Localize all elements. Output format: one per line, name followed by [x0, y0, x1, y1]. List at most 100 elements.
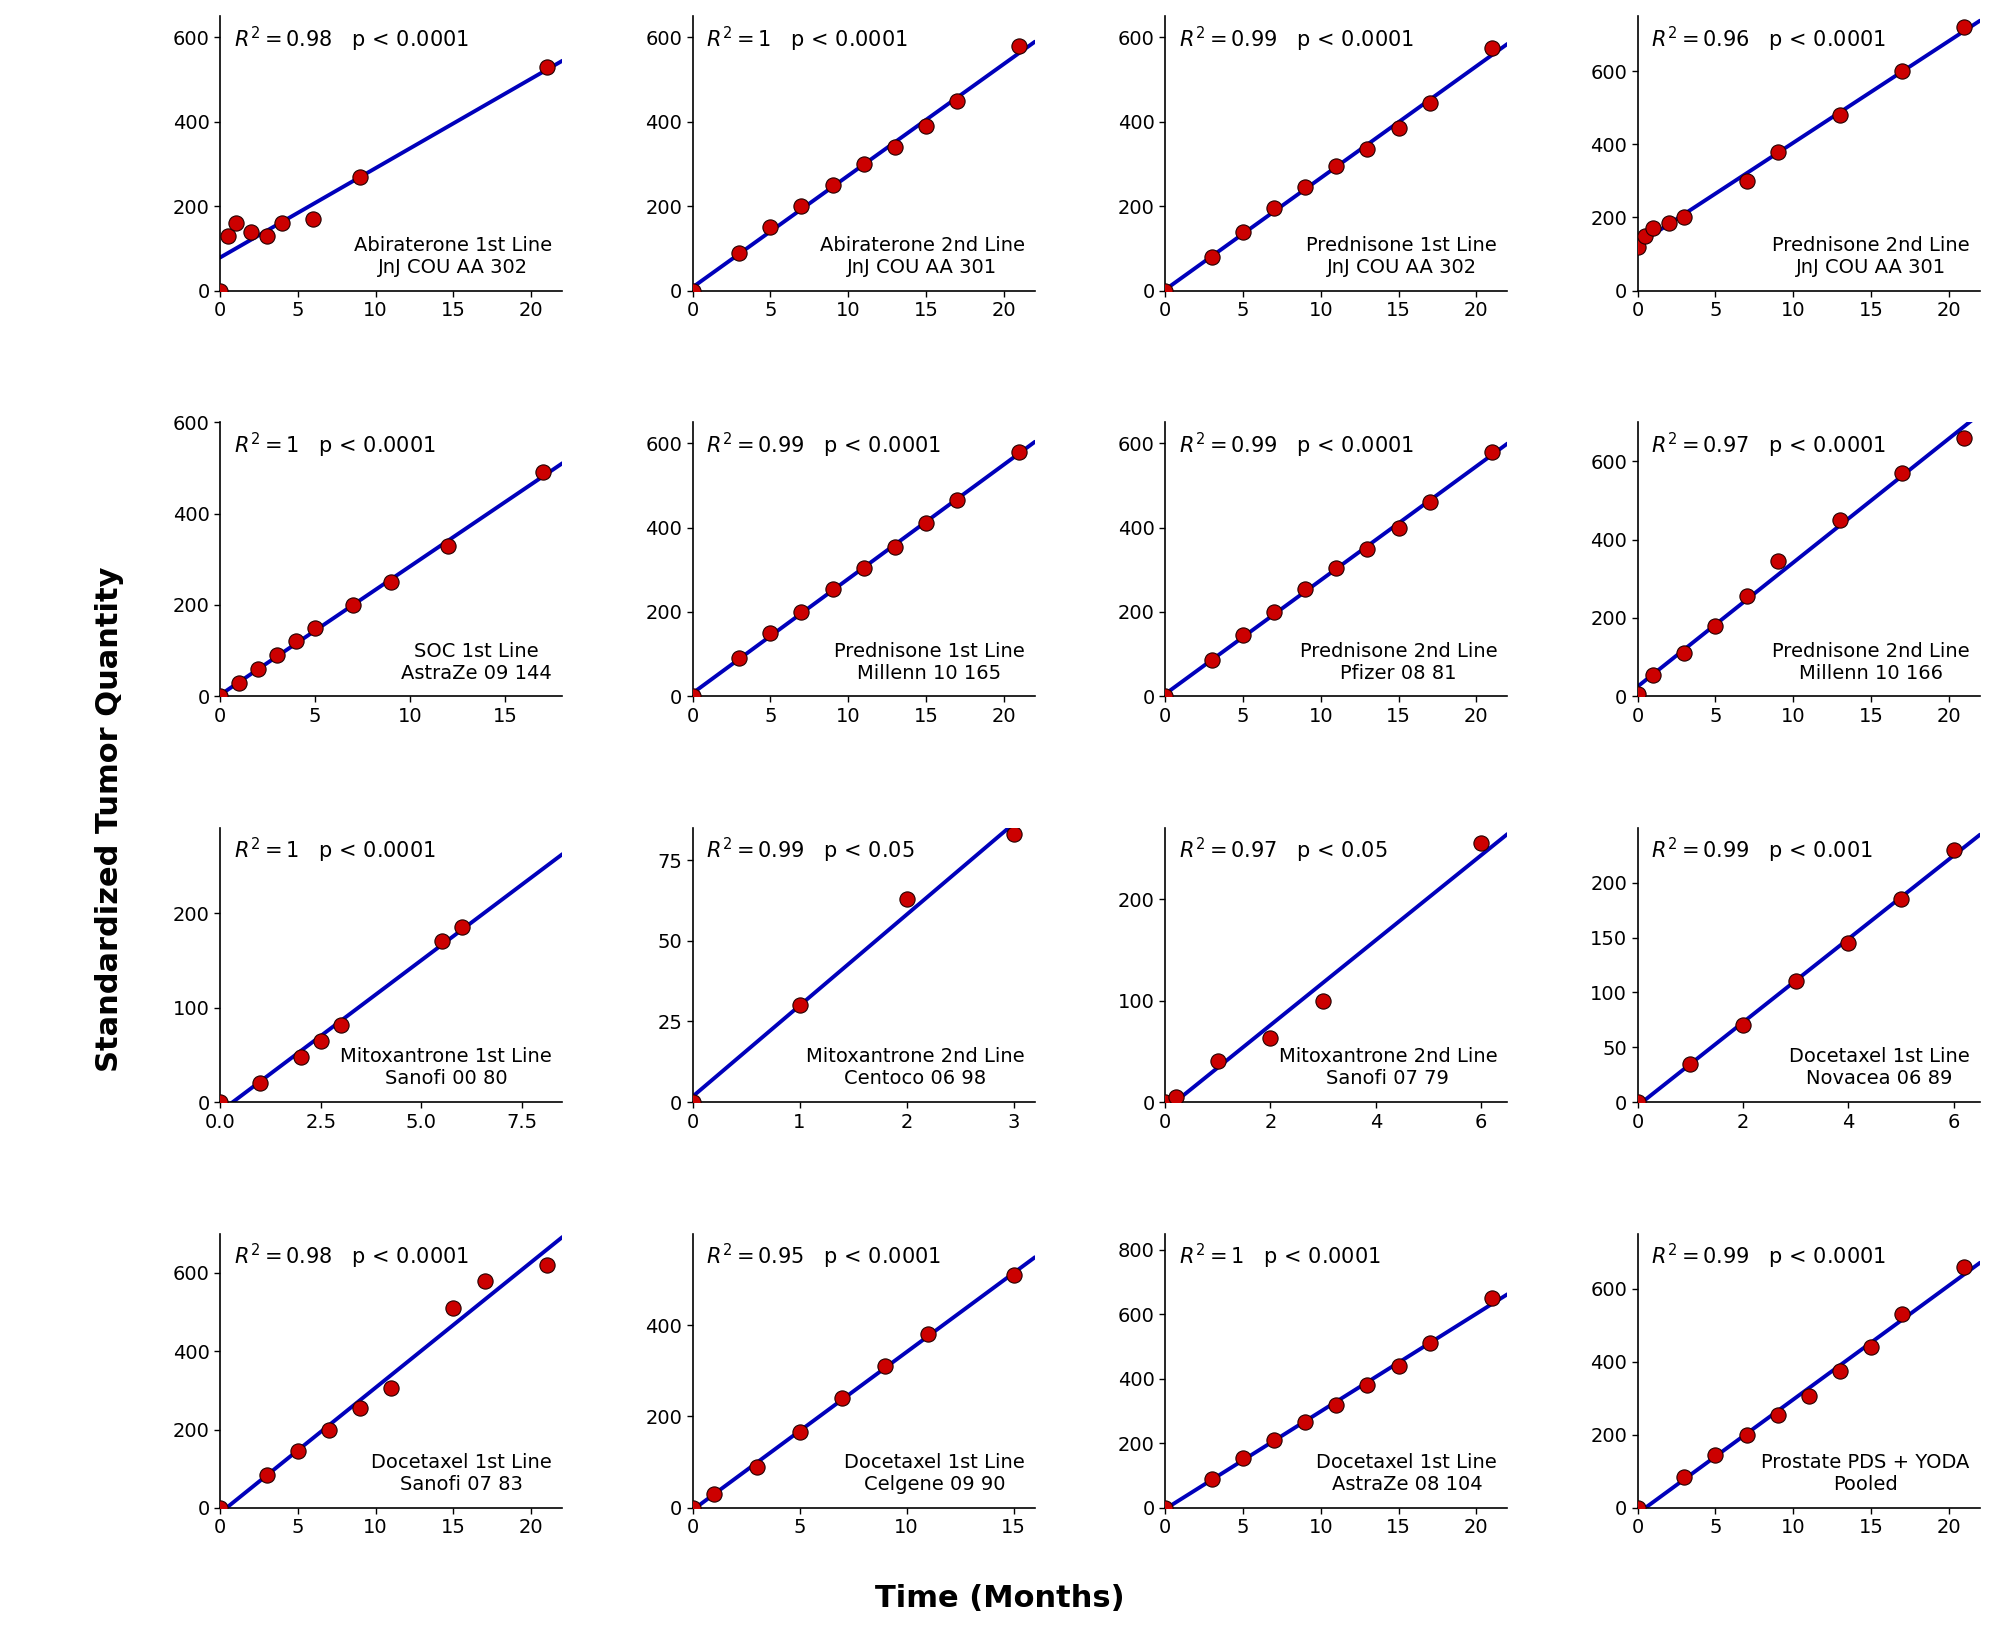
Point	[676, 277, 708, 303]
Point	[284, 1044, 316, 1070]
Point	[250, 223, 282, 249]
Point	[1476, 439, 1508, 465]
Point	[1226, 623, 1258, 649]
Point	[1622, 1088, 1654, 1115]
Point	[220, 210, 252, 236]
Point	[280, 628, 312, 654]
Text: $R^2 = 0.99$   p < 0.0001: $R^2 = 0.99$ p < 0.0001	[1178, 25, 1414, 54]
Point	[1668, 641, 1700, 667]
Point	[324, 1011, 356, 1037]
Text: Docetaxel 1st Line
Sanofi 07 83: Docetaxel 1st Line Sanofi 07 83	[372, 1454, 552, 1495]
Point	[300, 615, 332, 641]
Point	[754, 215, 786, 241]
Text: Prednisone 2nd Line
JnJ COU AA 301: Prednisone 2nd Line JnJ COU AA 301	[1772, 236, 1970, 277]
Point	[942, 87, 974, 113]
Text: $R^2 = 0.99$   p < 0.001: $R^2 = 0.99$ p < 0.001	[1652, 836, 1874, 865]
Point	[1948, 1254, 1980, 1280]
Point	[1730, 1421, 1762, 1447]
Point	[724, 646, 756, 672]
Point	[1476, 34, 1508, 61]
Point	[1414, 90, 1446, 116]
Point	[998, 1262, 1030, 1288]
Point	[1196, 244, 1228, 270]
Point	[1308, 987, 1340, 1013]
Point	[816, 575, 848, 602]
Point	[870, 1354, 902, 1380]
Point	[1150, 277, 1182, 303]
Text: Prednisone 1st Line
Millenn 10 165: Prednisone 1st Line Millenn 10 165	[834, 641, 1024, 682]
Text: Prostate PDS + YODA
Pooled: Prostate PDS + YODA Pooled	[1762, 1454, 1970, 1495]
Point	[530, 1252, 562, 1278]
Point	[1320, 152, 1352, 179]
Point	[236, 218, 268, 244]
Point	[786, 598, 818, 624]
Point	[1466, 829, 1498, 856]
Point	[1824, 506, 1856, 533]
Text: $R^2 = 1$   p < 0.0001: $R^2 = 1$ p < 0.0001	[234, 431, 436, 459]
Point	[1290, 1410, 1322, 1436]
Point	[1938, 838, 1970, 864]
Point	[530, 54, 562, 80]
Point	[1150, 683, 1182, 710]
Point	[1762, 139, 1794, 166]
Point	[1780, 969, 1812, 995]
Point	[1258, 1428, 1290, 1454]
Point	[1352, 1372, 1384, 1398]
Point	[1638, 662, 1670, 688]
Text: $R^2 = 0.99$   p < 0.0001: $R^2 = 0.99$ p < 0.0001	[1652, 1242, 1886, 1272]
Point	[676, 683, 708, 710]
Point	[740, 1454, 772, 1480]
Point	[1320, 1392, 1352, 1418]
Point	[1762, 547, 1794, 574]
Point	[1886, 461, 1918, 487]
Point	[754, 620, 786, 646]
Text: Mitoxantrone 2nd Line
Sanofi 07 79: Mitoxantrone 2nd Line Sanofi 07 79	[1278, 1047, 1498, 1088]
Point	[878, 134, 910, 161]
Point	[1668, 205, 1700, 231]
Point	[242, 656, 274, 682]
Point	[1320, 554, 1352, 580]
Text: $R^2 = 0.98$   p < 0.0001: $R^2 = 0.98$ p < 0.0001	[234, 25, 468, 54]
Point	[1258, 598, 1290, 624]
Point	[724, 239, 756, 266]
Text: $R^2 = 0.97$   p < 0.05: $R^2 = 0.97$ p < 0.05	[1178, 836, 1388, 865]
Point	[1414, 1331, 1446, 1357]
Point	[816, 172, 848, 198]
Point	[438, 1295, 470, 1321]
Point	[212, 223, 244, 249]
Point	[1726, 1013, 1758, 1039]
Point	[1150, 1495, 1182, 1521]
Point	[1730, 167, 1762, 193]
Point	[1856, 1334, 1888, 1360]
Point	[1792, 1383, 1824, 1410]
Point	[1824, 102, 1856, 128]
Text: Docetaxel 1st Line
AstraZe 08 104: Docetaxel 1st Line AstraZe 08 104	[1316, 1454, 1498, 1495]
Point	[376, 569, 408, 595]
Point	[1202, 1049, 1234, 1075]
Point	[698, 1482, 730, 1508]
Point	[298, 207, 330, 233]
Point	[1196, 1465, 1228, 1491]
Point	[1630, 223, 1662, 249]
Point	[262, 642, 294, 669]
Point	[244, 1070, 276, 1096]
Point	[282, 1437, 314, 1464]
Point	[878, 533, 910, 559]
Text: $R^2 = 0.95$   p < 0.0001: $R^2 = 0.95$ p < 0.0001	[706, 1242, 942, 1272]
Point	[1160, 1083, 1192, 1110]
Point	[528, 459, 560, 485]
Point	[224, 669, 256, 695]
Point	[1824, 1357, 1856, 1383]
Point	[1382, 515, 1414, 541]
Point	[304, 1028, 336, 1054]
Point	[910, 510, 942, 536]
Point	[312, 1416, 344, 1442]
Point	[432, 533, 464, 559]
Point	[1196, 647, 1228, 674]
Point	[1226, 1444, 1258, 1470]
Point	[1700, 613, 1732, 639]
Point	[1730, 583, 1762, 610]
Point	[204, 277, 236, 303]
Point	[204, 683, 236, 710]
Text: Prednisone 1st Line
JnJ COU AA 302: Prednisone 1st Line JnJ COU AA 302	[1306, 236, 1498, 277]
